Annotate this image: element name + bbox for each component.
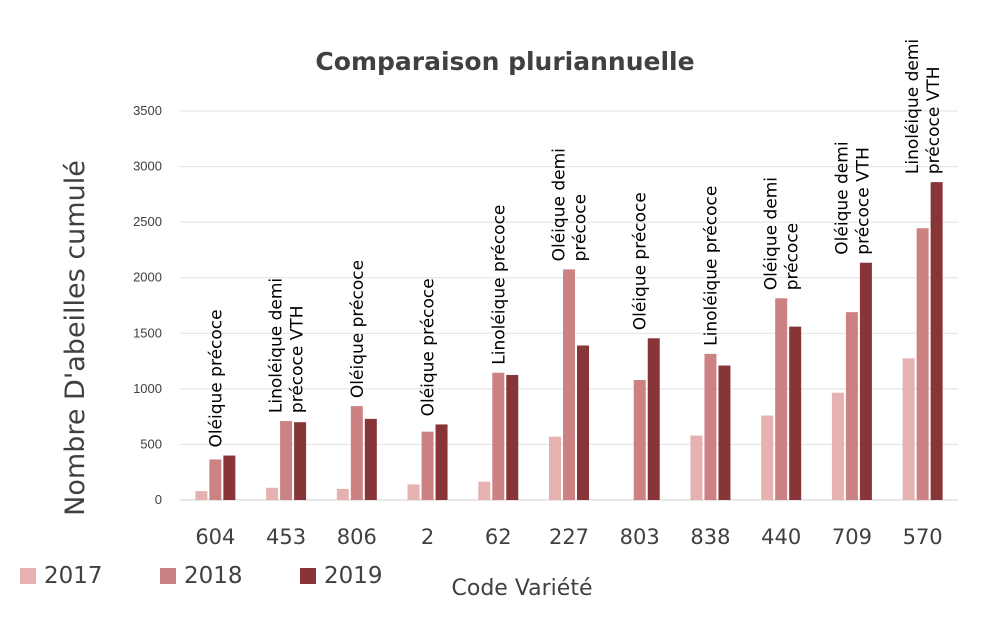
bar-2019-806 [364, 418, 377, 500]
x-tick-label: 2 [421, 525, 434, 549]
annotation-text: Linoléique précoce [701, 186, 721, 346]
bar-2019-570 [930, 182, 943, 501]
annotation-text: Oléique précoce [206, 309, 226, 447]
bar-2018-806 [350, 406, 363, 500]
y-axis-ticks: 0 500 1000 1500 2000 2500 3000 3500 [133, 103, 162, 507]
bar-2017-2 [407, 484, 420, 500]
annotation-text: précoce VTH [288, 305, 308, 413]
annotation-text: Linoléique demi [267, 278, 287, 413]
x-tick-label: 604 [195, 525, 235, 549]
bar-2018-570 [916, 228, 929, 500]
bar-2019-62 [506, 374, 519, 500]
legend-label-2019: 2019 [324, 563, 383, 589]
bar-2019-709 [859, 262, 872, 500]
x-tick-label: 806 [337, 525, 377, 549]
x-tick-label: 453 [266, 525, 306, 549]
bar-2017-604 [195, 491, 208, 500]
x-axis-ticks: 604 453 806 2 62 227 803 838 440 709 570 [195, 525, 942, 549]
legend-swatch-2017 [20, 568, 36, 584]
bars [195, 182, 943, 501]
bar-2018-604 [209, 459, 222, 500]
annotation-text: précoce [571, 194, 591, 261]
bar-2018-453 [280, 421, 293, 500]
bar-annotations: Oléique précoce Linoléique demi précoce VT… [206, 39, 944, 448]
y-tick-label: 3500 [133, 103, 162, 118]
bar-2019-2 [435, 424, 448, 500]
annotation-text: précoce VTH [924, 67, 944, 175]
bar-2017-227 [549, 436, 561, 500]
bar-2018-440 [775, 298, 788, 500]
bar-2017-806 [336, 488, 349, 500]
annotation-text: précoce [783, 223, 803, 290]
x-tick-label: 440 [761, 525, 801, 549]
chart-title: Comparaison pluriannuelle [315, 47, 694, 76]
annotation-text: Oléique précoce [348, 260, 368, 398]
bar-2019-604 [223, 455, 236, 500]
x-tick-label: 227 [549, 525, 589, 549]
bar-2017-440 [761, 415, 774, 500]
legend-label-2017: 2017 [44, 563, 103, 589]
annotation-text: précoce VTH [853, 147, 873, 255]
bar-2019-453 [294, 422, 307, 500]
bar-2019-440 [789, 326, 802, 500]
bar-2018-803 [633, 379, 646, 500]
annotation-text: Oléique demi [762, 177, 782, 290]
annotation-text: Oléique demi [550, 148, 570, 261]
y-tick-label: 1000 [133, 381, 162, 396]
bar-2017-62 [478, 481, 491, 500]
bar-2018-227 [563, 269, 575, 500]
bar-2017-838 [690, 435, 703, 500]
legend-label-2018: 2018 [184, 563, 243, 589]
bar-2019-803 [647, 338, 660, 500]
legend-swatch-2018 [160, 568, 176, 584]
y-tick-label: 500 [140, 436, 162, 451]
x-tick-label: 803 [620, 525, 660, 549]
x-axis-label: Code Variété [452, 576, 593, 601]
legend: 2017 2018 2019 [20, 563, 383, 589]
x-tick-label: 62 [485, 525, 512, 549]
annotation-text: Linoléique demi [903, 39, 923, 174]
annotation-text: Linoléique précoce [489, 205, 509, 365]
x-tick-label: 838 [690, 525, 730, 549]
annotation-text: Oléique précoce [419, 278, 439, 416]
bar-2018-838 [704, 353, 717, 500]
legend-swatch-2019 [300, 568, 316, 584]
annotation-text: Oléique demi [832, 141, 852, 254]
y-tick-label: 3000 [133, 159, 162, 174]
x-tick-label: 709 [832, 525, 872, 549]
bar-2017-570 [902, 358, 915, 500]
annotation-text: Oléique précoce [631, 192, 651, 330]
bar-2019-227 [577, 345, 589, 500]
x-tick-label: 570 [903, 525, 943, 549]
y-tick-label: 0 [155, 492, 162, 507]
y-tick-label: 1500 [133, 325, 162, 340]
bar-2018-2 [421, 431, 434, 500]
y-tick-label: 2000 [133, 270, 162, 285]
bar-2018-709 [845, 312, 858, 500]
bar-2019-838 [718, 365, 731, 500]
bar-2017-453 [266, 487, 279, 500]
bar-2018-62 [492, 372, 505, 500]
y-tick-label: 2500 [133, 214, 162, 229]
y-axis-label: Nombre D'abeilles cumulé [60, 160, 91, 516]
bar-2017-709 [831, 392, 844, 500]
